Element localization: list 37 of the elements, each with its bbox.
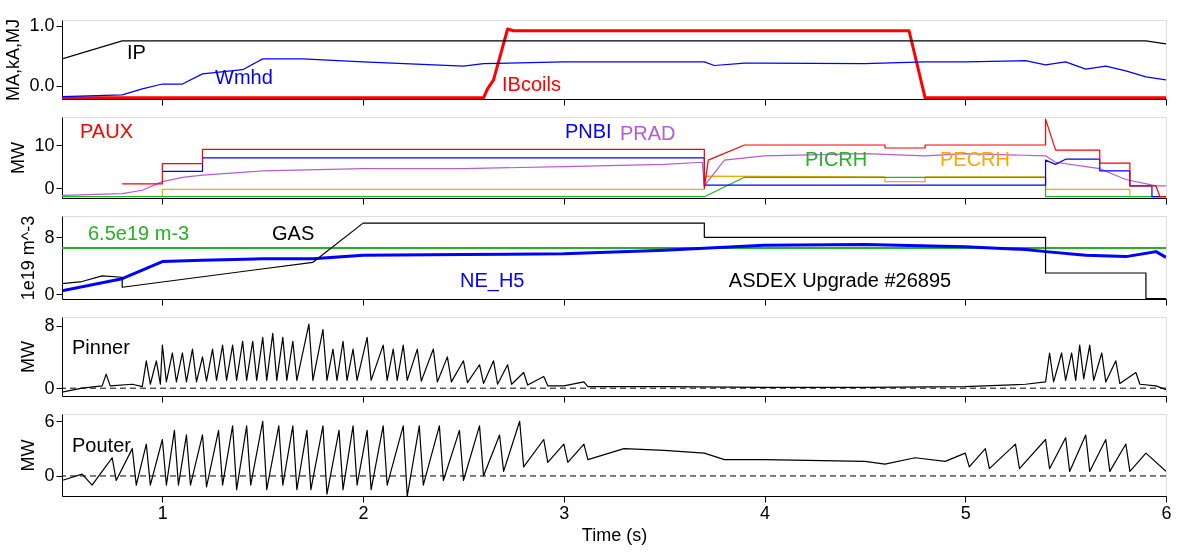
- series-label: PNBI: [565, 120, 612, 142]
- y-tick-label: 8: [44, 315, 55, 336]
- series-label: Pinner: [72, 336, 131, 358]
- x-axis-title: Time (s): [581, 524, 648, 545]
- series-label: GAS: [272, 222, 315, 244]
- annotation: ASDEX Upgrade #26895: [728, 269, 952, 291]
- y-tick-label: 8: [44, 226, 55, 247]
- series-label: PRAD: [620, 122, 676, 144]
- y-tick-label: 0.0: [29, 75, 55, 96]
- y-tick-label: 0: [44, 177, 55, 198]
- y-tick-label: 0: [44, 377, 55, 398]
- y-tick-label: 10: [34, 134, 55, 155]
- series-label: IBcoils: [502, 73, 561, 95]
- ref-line-label: 6.5e19 m-3: [88, 222, 190, 244]
- x-tick-label: 3: [559, 502, 570, 523]
- y-axis-title: MA,kA,MJ: [3, 18, 24, 102]
- y-tick-label: 0: [44, 465, 55, 486]
- x-tick-label: 6: [1161, 502, 1172, 523]
- y-axis-title: MW: [8, 142, 29, 174]
- line-series: [62, 243, 1166, 293]
- x-tick-label: 2: [358, 502, 369, 523]
- x-tick-label: 1: [157, 502, 168, 523]
- series-label: PAUX: [80, 120, 133, 142]
- series-label: Wmhd: [215, 66, 273, 88]
- series-label: PICRH: [805, 148, 868, 170]
- series-label: Pouter: [72, 434, 132, 456]
- y-tick-label: 6: [44, 410, 55, 431]
- series-label: IP: [127, 41, 146, 63]
- series-label: NE_H5: [460, 269, 525, 292]
- y-axis-title: 1e19 m^-3: [18, 215, 39, 301]
- x-tick-label: 5: [960, 502, 971, 523]
- x-tick-label: 4: [760, 502, 771, 523]
- series-label: PECRH: [940, 148, 1011, 170]
- y-axis-title: MW: [18, 341, 39, 373]
- y-tick-label: 0: [44, 283, 55, 304]
- y-tick-label: 1.0: [29, 15, 55, 36]
- y-axis-title: MW: [18, 439, 39, 472]
